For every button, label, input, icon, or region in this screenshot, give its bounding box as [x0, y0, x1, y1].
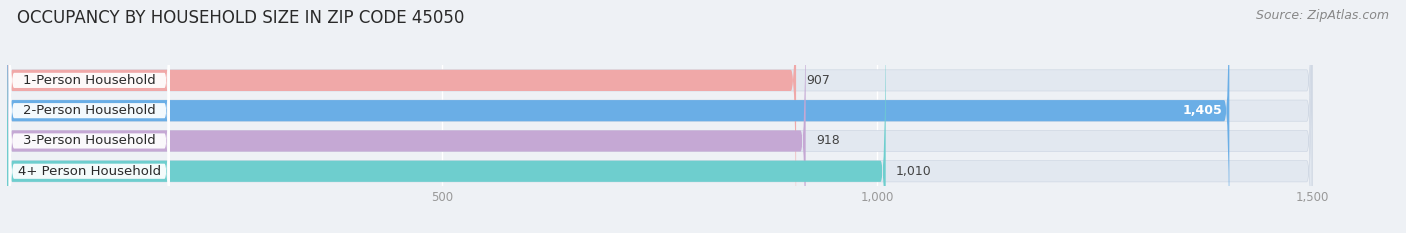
Text: 1,405: 1,405 [1182, 104, 1222, 117]
Text: OCCUPANCY BY HOUSEHOLD SIZE IN ZIP CODE 45050: OCCUPANCY BY HOUSEHOLD SIZE IN ZIP CODE … [17, 9, 464, 27]
FancyBboxPatch shape [7, 0, 796, 233]
FancyBboxPatch shape [7, 0, 806, 233]
FancyBboxPatch shape [7, 0, 1312, 233]
Text: 907: 907 [807, 74, 831, 87]
FancyBboxPatch shape [7, 0, 1312, 233]
Text: Source: ZipAtlas.com: Source: ZipAtlas.com [1256, 9, 1389, 22]
Text: 1,010: 1,010 [896, 165, 932, 178]
FancyBboxPatch shape [8, 0, 170, 233]
FancyBboxPatch shape [7, 0, 1312, 233]
FancyBboxPatch shape [7, 0, 886, 233]
FancyBboxPatch shape [7, 0, 1229, 233]
Text: 1-Person Household: 1-Person Household [22, 74, 156, 87]
Text: 3-Person Household: 3-Person Household [22, 134, 156, 147]
Text: 4+ Person Household: 4+ Person Household [18, 165, 160, 178]
FancyBboxPatch shape [8, 0, 170, 233]
Text: 918: 918 [815, 134, 839, 147]
FancyBboxPatch shape [8, 0, 170, 233]
FancyBboxPatch shape [8, 0, 170, 233]
Text: 2-Person Household: 2-Person Household [22, 104, 156, 117]
FancyBboxPatch shape [7, 0, 1312, 233]
